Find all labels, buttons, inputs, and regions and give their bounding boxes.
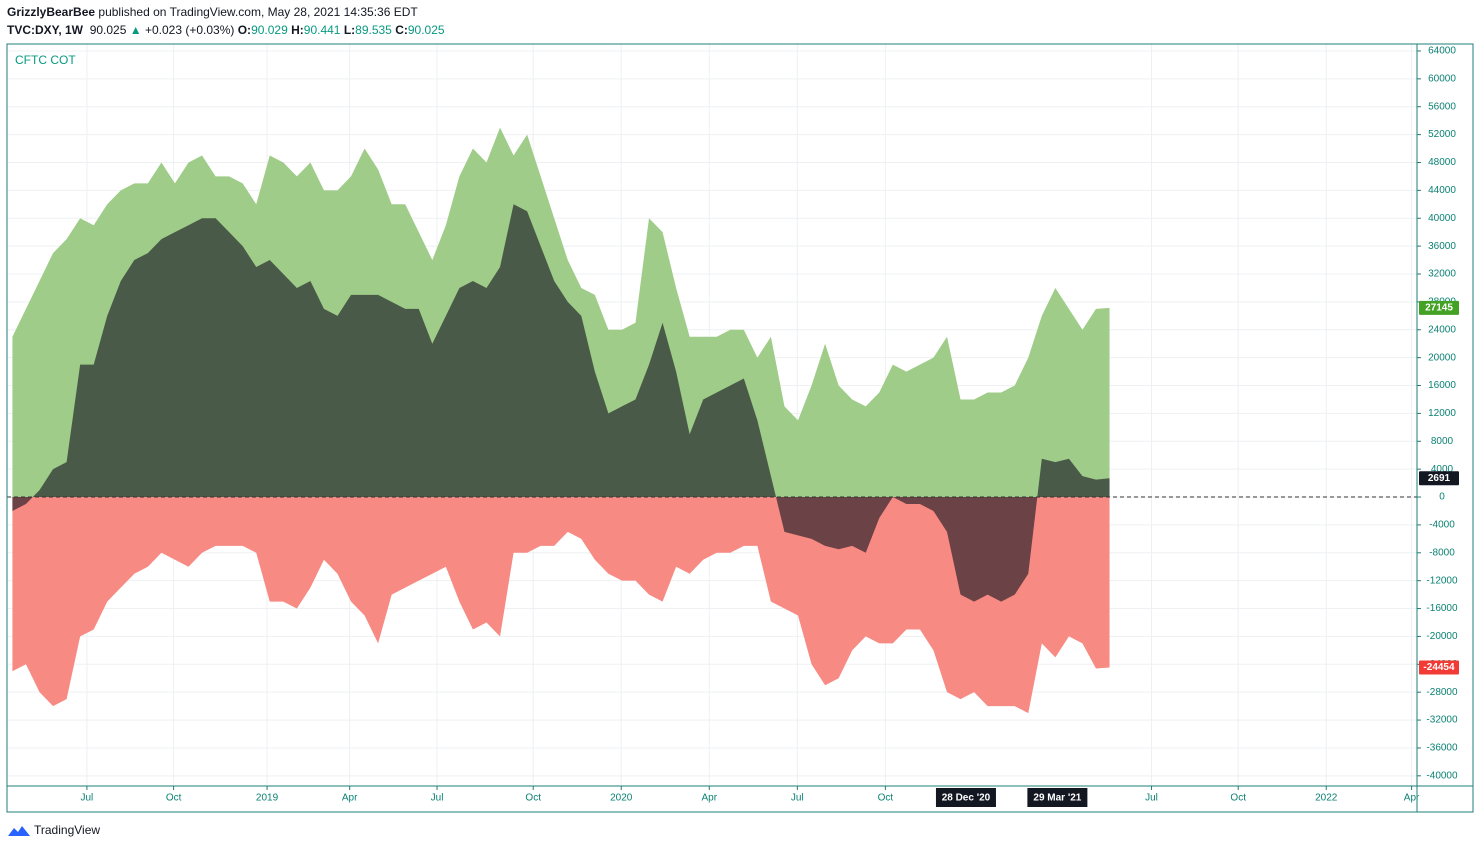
x-tick-label: Jul xyxy=(1145,793,1158,804)
ohlc-value: 90.025 xyxy=(407,23,445,37)
y-tick-label: 44000 xyxy=(1428,185,1456,196)
chart-title: CFTC COT xyxy=(15,53,76,67)
x-tick-label: 29 Mar '21 xyxy=(1033,793,1081,804)
logo xyxy=(8,826,30,836)
area xyxy=(12,497,1110,714)
x-tick-label: Apr xyxy=(702,793,718,804)
x-tick-label: Oct xyxy=(525,793,541,804)
x-tick-label: Apr xyxy=(1404,793,1420,804)
brand: TradingView xyxy=(34,823,100,837)
y-tick-label: -28000 xyxy=(1426,687,1458,698)
y-tick-label: 40000 xyxy=(1428,213,1456,224)
price-badge-label: 27145 xyxy=(1425,302,1453,313)
ohlc-value: 90.441 xyxy=(303,23,341,37)
y-tick-label: 52000 xyxy=(1428,129,1456,140)
x-tick-label: 28 Dec '20 xyxy=(942,793,991,804)
x-tick-label: Jul xyxy=(791,793,804,804)
y-tick-label: -8000 xyxy=(1429,547,1455,558)
x-tick-label: Jul xyxy=(81,793,94,804)
y-tick-label: 36000 xyxy=(1428,241,1456,252)
y-tick-label: 48000 xyxy=(1428,157,1456,168)
price-badge xyxy=(1419,300,1459,315)
y-tick-label: 20000 xyxy=(1428,352,1456,363)
y-tick-label: 4000 xyxy=(1431,464,1454,475)
y-tick-label: 60000 xyxy=(1428,73,1456,84)
net-area-positive xyxy=(32,204,1110,498)
y-tick-label: 12000 xyxy=(1428,408,1456,419)
y-tick-label: -36000 xyxy=(1426,743,1458,754)
price-badge-label: -24454 xyxy=(1423,662,1455,673)
y-tick-label: -4000 xyxy=(1429,520,1455,531)
axes: -40000-36000-32000-28000-24000-20000-160… xyxy=(81,46,1459,807)
header-line: GrizzlyBearBee published on TradingView.… xyxy=(7,5,418,19)
x-tick-label: Jul xyxy=(431,793,444,804)
price-badge xyxy=(1419,471,1459,486)
y-tick-label: -16000 xyxy=(1426,603,1458,614)
areas xyxy=(7,127,1417,714)
ohlc-label: L: xyxy=(343,23,356,37)
ohlc-label: H: xyxy=(291,23,304,37)
net-area-negative xyxy=(12,497,1110,602)
price-badge xyxy=(1419,660,1459,675)
symbol-line: TVC:DXY, 1W 90.025 ▲ +0.023 (+0.03%) O:9… xyxy=(7,23,445,37)
y-tick-label: 56000 xyxy=(1428,101,1456,112)
ohlc-label: O: xyxy=(237,23,252,37)
y-tick-label: 8000 xyxy=(1431,436,1454,447)
x-tick-label: 2019 xyxy=(256,793,279,804)
x-tick-label: 2022 xyxy=(1315,793,1338,804)
y-tick-label: -12000 xyxy=(1426,575,1458,586)
arrow: ▲ xyxy=(129,23,142,37)
y-tick-label: 32000 xyxy=(1428,269,1456,280)
x-tick-label: Apr xyxy=(342,793,358,804)
y-tick-label: 16000 xyxy=(1428,380,1456,391)
y-tick-label: 0 xyxy=(1439,492,1445,503)
y-tick-label: -40000 xyxy=(1426,770,1458,781)
price-badge-label: 2691 xyxy=(1428,473,1451,484)
frame xyxy=(6,43,1474,813)
y-tick-label: -20000 xyxy=(1426,631,1458,642)
x-tick-highlight xyxy=(1027,788,1088,807)
x-tick-label: Oct xyxy=(166,793,182,804)
published: published on TradingView.com, May 28, 20… xyxy=(98,5,418,19)
price: 90.025 xyxy=(89,23,127,37)
x-tick-label: 2020 xyxy=(610,793,633,804)
y-tick-label: 64000 xyxy=(1428,46,1456,57)
x-tick-label: Oct xyxy=(878,793,894,804)
symbol: TVC:DXY, 1W xyxy=(7,23,84,37)
ohlc-label: C: xyxy=(395,23,408,37)
author: GrizzlyBearBee xyxy=(7,5,96,19)
y-tick-label: -32000 xyxy=(1426,715,1458,726)
x-tick-highlight xyxy=(935,788,996,807)
ohlc-value: 90.029 xyxy=(251,23,288,37)
change: +0.023 (+0.03%) xyxy=(144,23,235,37)
x-tick-label: Oct xyxy=(1230,793,1246,804)
y-tick-label: 24000 xyxy=(1428,324,1456,335)
ohlc-value: 89.535 xyxy=(355,23,392,37)
